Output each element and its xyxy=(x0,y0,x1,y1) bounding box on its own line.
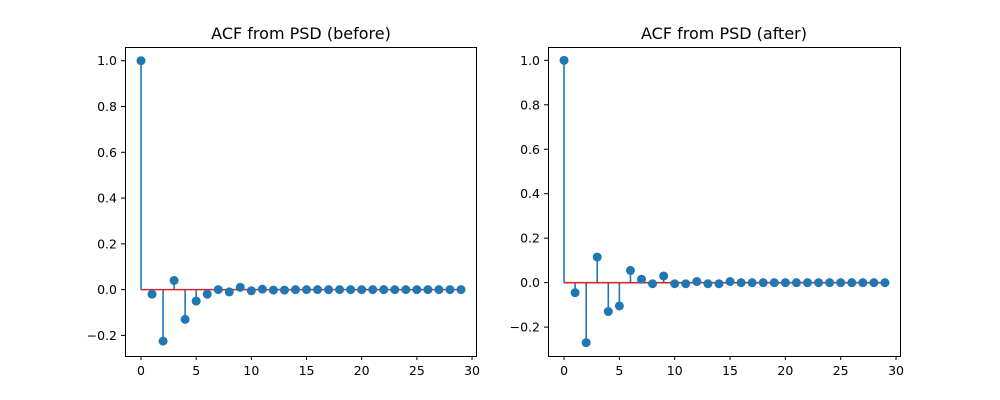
data-point xyxy=(290,285,300,295)
data-point xyxy=(758,278,768,288)
data-point xyxy=(423,285,433,295)
data-point xyxy=(858,278,868,288)
data-point xyxy=(390,285,400,295)
data-point xyxy=(202,289,212,299)
data-point xyxy=(614,301,624,311)
y-tick-label: 0.4 xyxy=(97,191,117,206)
x-tick-label: 30 xyxy=(888,363,904,378)
chart-marks xyxy=(559,55,890,348)
data-point xyxy=(581,338,591,348)
data-point xyxy=(648,279,658,289)
data-point xyxy=(246,286,256,296)
chart-title: ACF from PSD (before) xyxy=(211,24,391,43)
data-point xyxy=(814,278,824,288)
data-point xyxy=(725,277,735,287)
data-point xyxy=(681,279,691,289)
chart-marks xyxy=(136,56,466,346)
data-point xyxy=(825,278,835,288)
data-point xyxy=(670,279,680,289)
y-tick-label: −0.2 xyxy=(87,328,117,343)
data-point xyxy=(268,285,278,295)
chart-title: ACF from PSD (after) xyxy=(641,24,807,43)
data-point xyxy=(346,285,356,295)
data-point xyxy=(659,271,669,281)
data-point xyxy=(147,289,157,299)
data-point xyxy=(335,285,345,295)
data-point xyxy=(169,275,179,285)
data-point xyxy=(747,278,757,288)
data-point xyxy=(235,282,245,292)
data-point xyxy=(570,288,580,298)
data-point xyxy=(434,285,444,295)
data-point xyxy=(368,285,378,295)
chart-after: ACF from PSD (after) 0 5 10 15 20 25 30 −0.2 0.0… xyxy=(510,24,904,378)
x-tick-label: 15 xyxy=(299,363,315,378)
x-tick-label: 10 xyxy=(243,363,259,378)
x-tick-label: 20 xyxy=(354,363,370,378)
x-tick-label: 5 xyxy=(192,363,200,378)
y-tick-label: 0.0 xyxy=(97,282,117,297)
x-tick-label: 10 xyxy=(667,363,683,378)
data-point xyxy=(637,274,647,284)
y-tick-label: 0.4 xyxy=(520,186,540,201)
data-point xyxy=(836,278,846,288)
data-point xyxy=(324,285,334,295)
data-point xyxy=(401,285,411,295)
data-point xyxy=(625,265,635,275)
data-point xyxy=(780,278,790,288)
plot-frame xyxy=(125,47,477,357)
y-tick-label: 0.2 xyxy=(97,236,117,251)
chart-axes: 0 5 10 15 20 25 30 −0.2 0.0 0.2 0.4 0.6 0.8 1.0 xyxy=(510,53,904,378)
chart-before: ACF from PSD (before) 0 5 10 15 20 25 30 −0.2 0.… xyxy=(87,24,480,378)
data-point xyxy=(136,56,146,66)
data-point xyxy=(559,55,569,65)
x-tick-label: 0 xyxy=(560,363,568,378)
data-point xyxy=(279,285,289,295)
x-tick-label: 5 xyxy=(615,363,623,378)
data-point xyxy=(224,287,234,297)
data-point xyxy=(158,336,168,346)
y-tick-label: 0.6 xyxy=(97,145,117,160)
y-tick-label: 0.6 xyxy=(520,142,540,157)
plot-frame xyxy=(548,47,901,357)
x-tick-label: 30 xyxy=(464,363,480,378)
y-tick-label: 0.8 xyxy=(97,99,117,114)
data-point xyxy=(869,278,879,288)
x-tick-label: 20 xyxy=(777,363,793,378)
data-point xyxy=(412,285,422,295)
data-point xyxy=(180,314,190,324)
data-point xyxy=(692,277,702,287)
data-point xyxy=(445,285,455,295)
y-tick-label: 0.8 xyxy=(520,97,540,112)
x-tick-label: 0 xyxy=(137,363,145,378)
x-tick-label: 25 xyxy=(833,363,849,378)
x-tick-label: 15 xyxy=(722,363,738,378)
data-point xyxy=(703,279,713,289)
data-point xyxy=(191,296,201,306)
y-tick-label: 0.0 xyxy=(520,275,540,290)
data-point xyxy=(769,278,779,288)
data-point xyxy=(847,278,857,288)
data-point xyxy=(357,285,367,295)
chart-axes: 0 5 10 15 20 25 30 −0.2 0.0 0.2 0.4 0.6 0.8 1.0 xyxy=(87,53,480,378)
data-point xyxy=(592,252,602,262)
data-point xyxy=(302,285,312,295)
data-point xyxy=(802,278,812,288)
data-point xyxy=(736,278,746,288)
y-tick-label: 0.2 xyxy=(520,231,540,246)
data-point xyxy=(714,279,724,289)
y-tick-label: 1.0 xyxy=(520,53,540,68)
data-point xyxy=(379,285,389,295)
data-point xyxy=(257,284,267,294)
data-point xyxy=(313,285,323,295)
y-tick-label: 1.0 xyxy=(97,53,117,68)
data-point xyxy=(456,285,466,295)
x-tick-label: 25 xyxy=(409,363,425,378)
data-point xyxy=(213,285,223,295)
data-point xyxy=(603,307,613,317)
data-point xyxy=(880,278,890,288)
data-point xyxy=(791,278,801,288)
y-tick-label: −0.2 xyxy=(510,320,540,335)
